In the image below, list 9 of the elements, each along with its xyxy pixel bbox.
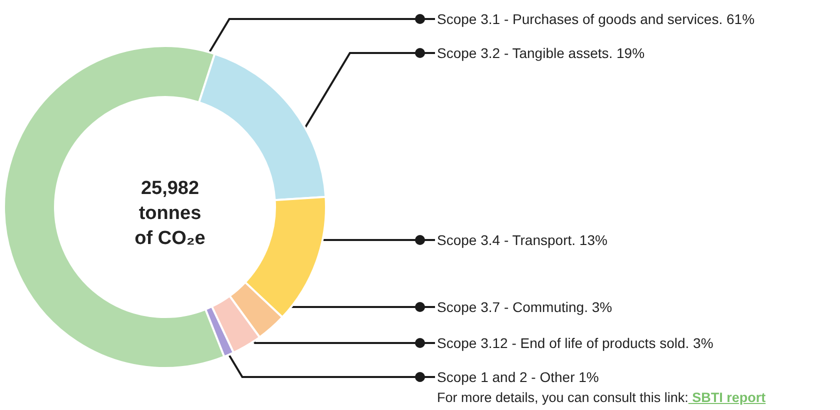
slice-label: Scope 3.2 - Tangible assets. 19%	[437, 45, 645, 61]
text: For more details, you can consult this link:	[437, 390, 688, 405]
text: 25,982 tonnes of CO₂e	[134, 178, 206, 249]
slice-label: Scope 3.1 - Purchases of goods and services. 61%	[437, 11, 755, 27]
slice-label: Scope 3.12 - End of life of products sold. 3%	[437, 335, 714, 351]
slice-label: Scope 1 and 2 - Other 1%	[437, 369, 599, 385]
slice-label: Scope 3.7 - Commuting. 3%	[437, 299, 612, 315]
text: SBTI report	[691, 390, 766, 405]
slice-label: Scope 3.4 - Transport. 13%	[437, 232, 608, 248]
